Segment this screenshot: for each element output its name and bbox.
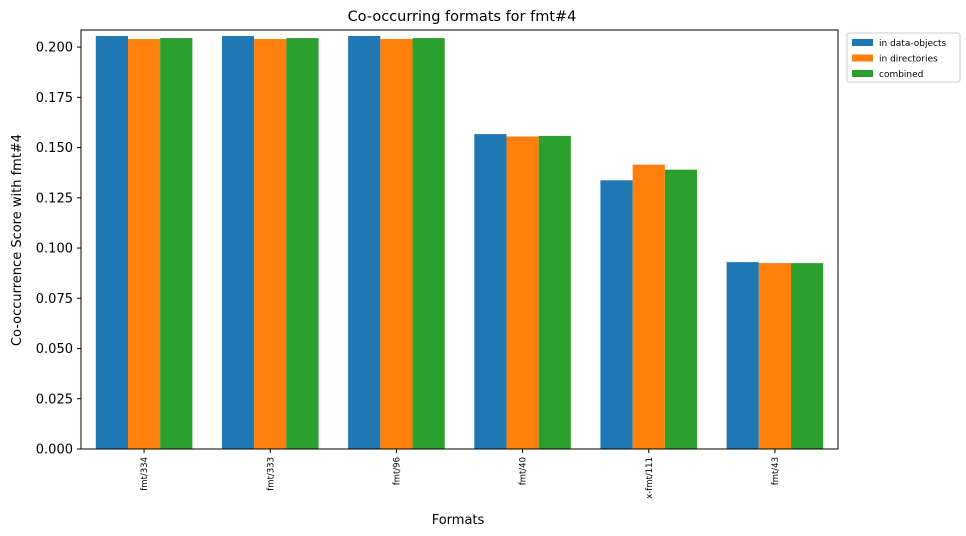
bar — [127, 39, 161, 450]
y-tick-label: 0.100 — [36, 242, 73, 257]
bar — [632, 164, 665, 449]
x-tick-label: x-fmt/111 — [645, 457, 655, 499]
bar — [380, 39, 413, 450]
legend-swatch — [852, 70, 873, 77]
x-tick-label: fmt/96 — [392, 457, 402, 485]
bar — [664, 169, 698, 449]
bar — [254, 39, 287, 450]
bar — [95, 36, 128, 449]
y-tick-label: 0.025 — [36, 392, 73, 407]
legend-label: in data-objects — [879, 39, 946, 49]
y-tick-label: 0.200 — [36, 41, 73, 56]
chart-title: Co-occurring formats for fmt#4 — [348, 9, 577, 25]
y-tick-label: 0.050 — [36, 342, 73, 357]
bar — [412, 38, 445, 450]
legend-box — [846, 32, 961, 83]
bar — [758, 263, 792, 449]
x-tick-label: fmt/333 — [266, 457, 276, 491]
bar — [538, 135, 571, 449]
bar — [221, 36, 255, 449]
bar — [160, 38, 193, 450]
y-tick-label: 0.000 — [36, 443, 73, 458]
y-tick-label: 0.125 — [36, 191, 73, 206]
x-tick-label: fmt/43 — [771, 457, 781, 485]
bar — [286, 38, 319, 450]
x-axis: fmt/334 fmt/333 fmt/96 fmt/40 x-fmt/111 fmt/4… — [140, 449, 781, 499]
x-tick-label: fmt/40 — [519, 457, 529, 485]
y-tick-label: 0.075 — [36, 292, 73, 307]
bar — [791, 263, 824, 449]
bar — [506, 136, 539, 449]
bar — [600, 180, 633, 449]
legend-label: combined — [879, 70, 923, 80]
plot-frame — [80, 29, 839, 450]
bar — [474, 134, 507, 450]
bar — [726, 262, 759, 449]
y-tick-label: 0.175 — [36, 91, 73, 106]
y-axis-label: Co-occurrence Score with fmt#4 — [10, 134, 25, 346]
legend-swatch — [852, 54, 873, 62]
legend: in data-objects in directories combined — [846, 32, 961, 83]
legend-label: in directories — [879, 55, 938, 65]
x-tick-label: fmt/334 — [140, 457, 150, 491]
y-tick-label: 0.150 — [36, 141, 73, 156]
x-axis-label: Formats — [432, 513, 485, 528]
bars-group — [95, 36, 824, 450]
y-axis: 0.000 0.025 0.050 0.075 0.100 0.125 0.150 0.175… — [36, 41, 81, 458]
bar — [348, 36, 381, 449]
legend-swatch — [852, 39, 873, 46]
